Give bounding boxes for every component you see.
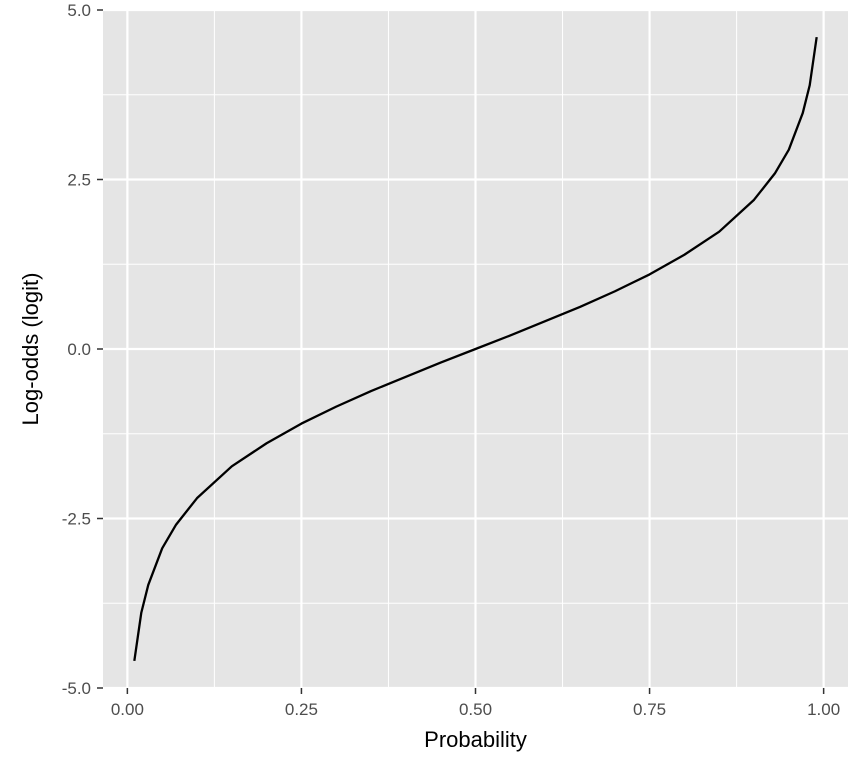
logit-curve — [133, 36, 818, 662]
x-tick-label: 0.75 — [633, 700, 666, 719]
x-axis-title: Probability — [424, 727, 527, 752]
x-tick-label: 1.00 — [807, 700, 840, 719]
x-tick-label: 0.00 — [111, 700, 144, 719]
x-axis-ticks: 0.00 0.25 0.50 0.75 1.00 — [111, 688, 840, 719]
y-tick-label: 2.5 — [67, 171, 91, 190]
x-tick-label: 0.25 — [285, 700, 318, 719]
x-tick-label: 0.50 — [459, 700, 492, 719]
y-axis-title: Log-odds (logit) — [18, 273, 43, 426]
y-tick-label: -5.0 — [62, 679, 91, 698]
y-tick-label: 0.0 — [67, 340, 91, 359]
y-tick-label: 5.0 — [67, 1, 91, 20]
y-axis-ticks: -5.0 -2.5 0.0 2.5 5.0 — [62, 1, 103, 698]
y-tick-label: -2.5 — [62, 510, 91, 529]
